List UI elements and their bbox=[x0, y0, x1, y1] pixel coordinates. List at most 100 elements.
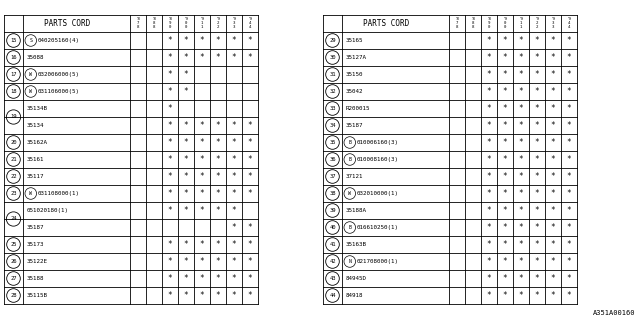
Text: *: * bbox=[502, 138, 508, 147]
Text: *: * bbox=[566, 172, 572, 181]
Text: *: * bbox=[216, 240, 220, 249]
Text: *: * bbox=[550, 274, 556, 283]
Text: *: * bbox=[566, 138, 572, 147]
Text: *: * bbox=[534, 274, 540, 283]
Text: 051020180(1): 051020180(1) bbox=[26, 208, 68, 213]
Text: *: * bbox=[502, 291, 508, 300]
Text: 35117: 35117 bbox=[26, 174, 44, 179]
Text: *: * bbox=[518, 189, 524, 198]
Text: 18: 18 bbox=[10, 89, 17, 94]
Text: *: * bbox=[168, 138, 172, 147]
Text: 27: 27 bbox=[10, 276, 17, 281]
Text: *: * bbox=[550, 87, 556, 96]
Text: B: B bbox=[348, 140, 351, 145]
Text: '8
7
8: '8 7 8 bbox=[136, 18, 141, 29]
Text: *: * bbox=[216, 257, 220, 266]
Text: *: * bbox=[248, 155, 252, 164]
Text: 35187: 35187 bbox=[346, 123, 363, 128]
Text: *: * bbox=[184, 87, 188, 96]
Text: *: * bbox=[566, 121, 572, 130]
Text: PARTS CORD: PARTS CORD bbox=[363, 19, 409, 28]
Text: *: * bbox=[486, 155, 492, 164]
Text: *: * bbox=[502, 240, 508, 249]
Text: *: * bbox=[502, 70, 508, 79]
Text: *: * bbox=[248, 223, 252, 232]
Text: *: * bbox=[200, 138, 204, 147]
Text: '8
8
8: '8 8 8 bbox=[470, 18, 476, 29]
Text: '9
3
3: '9 3 3 bbox=[232, 18, 237, 29]
Text: *: * bbox=[486, 172, 492, 181]
Text: *: * bbox=[168, 155, 172, 164]
Text: *: * bbox=[550, 36, 556, 45]
Text: *: * bbox=[200, 240, 204, 249]
Text: *: * bbox=[518, 274, 524, 283]
Text: *: * bbox=[518, 87, 524, 96]
Text: *: * bbox=[534, 206, 540, 215]
Text: *: * bbox=[184, 206, 188, 215]
Text: *: * bbox=[502, 104, 508, 113]
Text: 016610250(1): 016610250(1) bbox=[356, 225, 399, 230]
Text: 35088: 35088 bbox=[26, 55, 44, 60]
Text: *: * bbox=[550, 138, 556, 147]
Text: *: * bbox=[550, 240, 556, 249]
Text: *: * bbox=[534, 155, 540, 164]
Text: *: * bbox=[232, 223, 236, 232]
Text: *: * bbox=[566, 36, 572, 45]
Text: *: * bbox=[534, 53, 540, 62]
Text: *: * bbox=[184, 121, 188, 130]
Text: 032010000(1): 032010000(1) bbox=[356, 191, 399, 196]
Text: 35188A: 35188A bbox=[346, 208, 367, 213]
Text: *: * bbox=[168, 87, 172, 96]
Text: *: * bbox=[184, 36, 188, 45]
Text: *: * bbox=[232, 172, 236, 181]
Text: *: * bbox=[248, 257, 252, 266]
Text: *: * bbox=[168, 291, 172, 300]
Text: *: * bbox=[200, 189, 204, 198]
Text: *: * bbox=[550, 155, 556, 164]
Text: *: * bbox=[502, 36, 508, 45]
Text: *: * bbox=[518, 223, 524, 232]
Text: *: * bbox=[550, 189, 556, 198]
Text: *: * bbox=[534, 240, 540, 249]
Text: *: * bbox=[486, 104, 492, 113]
Text: *: * bbox=[486, 189, 492, 198]
Text: *: * bbox=[518, 53, 524, 62]
Text: *: * bbox=[232, 240, 236, 249]
Text: 36: 36 bbox=[329, 157, 336, 162]
Text: *: * bbox=[168, 206, 172, 215]
Text: '9
2
2: '9 2 2 bbox=[216, 18, 221, 29]
Text: 031106000(5): 031106000(5) bbox=[38, 89, 79, 94]
Text: *: * bbox=[486, 87, 492, 96]
Text: *: * bbox=[486, 274, 492, 283]
Text: '9
0
0: '9 0 0 bbox=[184, 18, 189, 29]
Text: *: * bbox=[486, 257, 492, 266]
Text: '9
4
4: '9 4 4 bbox=[248, 18, 253, 29]
Text: *: * bbox=[486, 70, 492, 79]
Text: *: * bbox=[566, 87, 572, 96]
Text: 44: 44 bbox=[329, 293, 336, 298]
Text: *: * bbox=[216, 121, 220, 130]
Text: *: * bbox=[566, 206, 572, 215]
Text: *: * bbox=[184, 155, 188, 164]
Text: *: * bbox=[534, 138, 540, 147]
Text: '9
3
3: '9 3 3 bbox=[550, 18, 556, 29]
Text: B: B bbox=[348, 157, 351, 162]
Text: *: * bbox=[216, 138, 220, 147]
Text: *: * bbox=[232, 53, 236, 62]
Text: 20: 20 bbox=[10, 140, 17, 145]
Text: *: * bbox=[216, 189, 220, 198]
Text: 41: 41 bbox=[329, 242, 336, 247]
Text: *: * bbox=[200, 291, 204, 300]
Text: *: * bbox=[534, 223, 540, 232]
Text: *: * bbox=[550, 223, 556, 232]
Text: *: * bbox=[486, 206, 492, 215]
Text: 42: 42 bbox=[329, 259, 336, 264]
Text: *: * bbox=[232, 121, 236, 130]
Text: *: * bbox=[168, 257, 172, 266]
Text: W: W bbox=[29, 191, 32, 196]
Text: *: * bbox=[518, 70, 524, 79]
Text: 31: 31 bbox=[329, 72, 336, 77]
Text: *: * bbox=[518, 36, 524, 45]
Text: 84918: 84918 bbox=[346, 293, 363, 298]
Text: *: * bbox=[168, 36, 172, 45]
